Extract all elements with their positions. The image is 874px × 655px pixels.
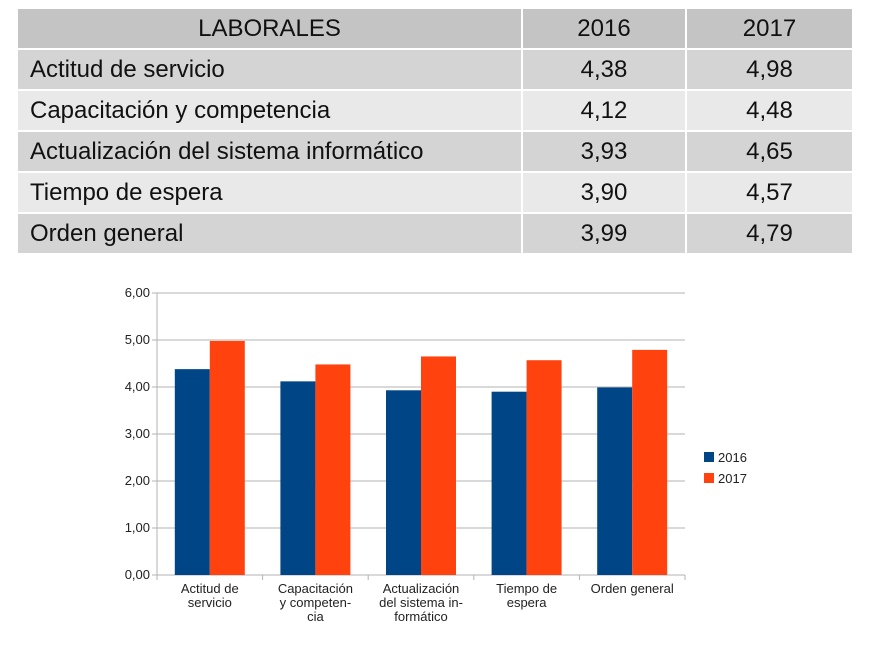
bar-2017-3 [526, 360, 562, 575]
y-tick-label: 2,00 [125, 473, 150, 488]
header-2017: 2017 [685, 9, 852, 50]
bar-2016-0 [174, 369, 210, 575]
legend-label-2016: 2016 [718, 450, 747, 465]
x-tick-label-line: Tiempo de [496, 581, 557, 596]
bar-2017-0 [209, 340, 245, 575]
x-tick-label-line: Actualización [383, 581, 460, 596]
table-header-row: LABORALES 2016 2017 [18, 9, 852, 50]
x-tick-label: Capacitación y competen-cia [278, 581, 353, 624]
x-tick-label: Actualización del sistema in-formático [379, 581, 463, 624]
x-tick-label-line: Capacitación [278, 581, 353, 596]
bar-2016-4 [597, 387, 633, 575]
value-2016: 3,90 [521, 172, 686, 214]
value-2017: 4,79 [685, 213, 852, 255]
row-label: Actualización del sistema informático [18, 131, 522, 173]
x-tick-label: Tiempo de espera [496, 581, 557, 610]
table-row: Orden general 3,99 4,79 [18, 213, 852, 255]
value-2017: 4,57 [685, 172, 852, 214]
legend-label-2017: 2017 [718, 471, 747, 486]
data-table-container: LABORALES 2016 2017 Actitud de servicio … [18, 9, 852, 255]
y-tick-label: 5,00 [125, 332, 150, 347]
row-label: Actitud de servicio [18, 49, 522, 91]
legend-swatch-2016 [704, 452, 714, 462]
row-label: Tiempo de espera [18, 172, 522, 214]
value-2017: 4,65 [685, 131, 852, 173]
value-2016: 4,38 [521, 49, 686, 91]
x-tick-label: Actitud de servicio [181, 581, 239, 610]
row-label: Orden general [18, 213, 522, 255]
table-row: Capacitación y competencia 4,12 4,48 [18, 90, 852, 132]
bar-chart: 0,00 1,00 2,00 3,00 4,00 5,00 6,00 Actitud de se… [125, 285, 747, 624]
table-row: Tiempo de espera 3,90 4,57 [18, 172, 852, 214]
bar-2016-2 [386, 390, 421, 575]
x-tick-label-line: espera [507, 595, 548, 610]
bar-2016-3 [491, 391, 527, 575]
table-row: Actualización del sistema informático 3,… [18, 131, 852, 173]
y-tick-label: 4,00 [125, 379, 150, 394]
header-category: LABORALES [18, 9, 522, 50]
bar-2017-1 [315, 364, 351, 575]
value-2016: 3,99 [521, 213, 686, 255]
x-tick-label-line: Orden general [591, 581, 674, 596]
value-2017: 4,98 [685, 49, 852, 91]
y-tick-label: 0,00 [125, 567, 150, 582]
legend-swatch-2017 [704, 473, 714, 483]
row-label: Capacitación y competencia [18, 90, 522, 132]
y-tick-label: 6,00 [125, 285, 150, 300]
bar-2017-2 [421, 356, 456, 575]
value-2016: 4,12 [521, 90, 686, 132]
x-tick-label-line: y competen- [280, 595, 352, 610]
x-tick-label: Orden general [591, 581, 674, 596]
x-tick-label-line: Actitud de [181, 581, 239, 596]
x-tick-label-line: del sistema in- [379, 595, 463, 610]
x-tick-label-line: servicio [188, 595, 232, 610]
x-tick-label-line: formático [394, 609, 447, 624]
bar-chart-container: 0,00 1,00 2,00 3,00 4,00 5,00 6,00 Actitud de se… [100, 280, 800, 650]
y-tick-label: 1,00 [125, 520, 150, 535]
y-tick-label: 3,00 [125, 426, 150, 441]
x-tick-label-line: cia [307, 609, 324, 624]
value-2017: 4,48 [685, 90, 852, 132]
value-2016: 3,93 [521, 131, 686, 173]
data-table: LABORALES 2016 2017 Actitud de servicio … [18, 9, 852, 255]
bar-2017-4 [632, 349, 668, 575]
table-row: Actitud de servicio 4,38 4,98 [18, 49, 852, 91]
bar-2016-1 [280, 381, 316, 575]
header-2016: 2016 [521, 9, 686, 50]
